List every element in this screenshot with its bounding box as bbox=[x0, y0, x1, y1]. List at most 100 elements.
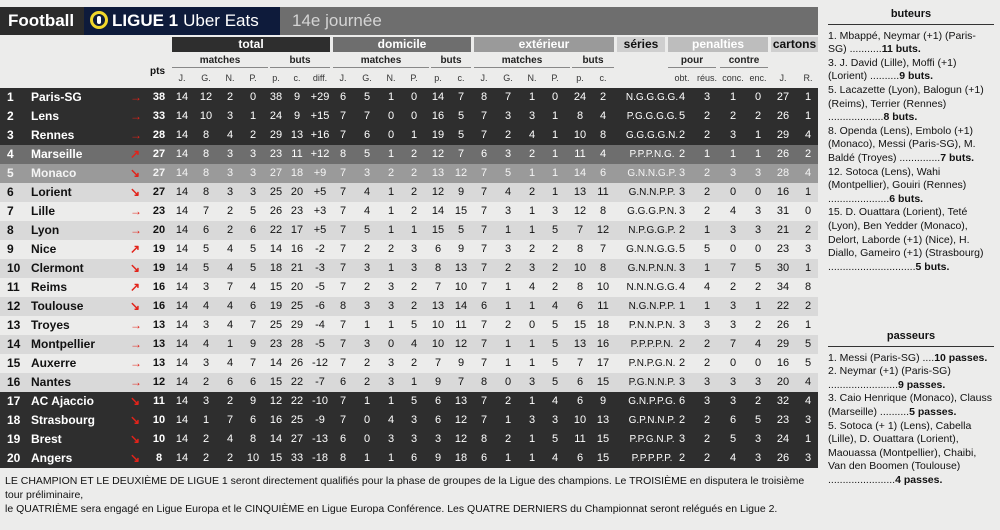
stat-hn: 1 bbox=[387, 91, 395, 103]
stat-abp: 10 bbox=[573, 129, 587, 141]
stat-diff: +29 bbox=[310, 91, 330, 103]
stat-n: 3 bbox=[226, 148, 234, 160]
stat-abc: 9 bbox=[599, 395, 607, 407]
stat-ag: 1 bbox=[504, 357, 512, 369]
stat-n: 2 bbox=[226, 395, 234, 407]
sub-total-matches: matches bbox=[172, 54, 268, 68]
stat-hbc: 7 bbox=[457, 376, 465, 388]
team-name: Marseille bbox=[31, 147, 83, 161]
team-name: Monaco bbox=[31, 166, 77, 180]
stat-hp: 0 bbox=[410, 110, 418, 122]
stat-bp: 26 bbox=[269, 205, 283, 217]
points-cell: 38 bbox=[152, 91, 166, 103]
stat-pconc: 5 bbox=[729, 433, 737, 445]
stat-hbc: 11 bbox=[455, 319, 467, 331]
team-name: Lorient bbox=[31, 185, 72, 199]
stat-ap: 4 bbox=[551, 300, 559, 312]
footer-note: LE CHAMPION ET LE DEUXIÈME DE LIGUE 1 se… bbox=[5, 474, 820, 516]
points-cell: 16 bbox=[152, 300, 166, 312]
buteurs-entry-count: 8 buts. bbox=[883, 111, 918, 124]
stat-hp: 0 bbox=[410, 91, 418, 103]
col-bp: p. bbox=[272, 73, 280, 83]
stat-g: 2 bbox=[202, 433, 210, 445]
stat-hbp: 15 bbox=[431, 224, 445, 236]
col-n: N. bbox=[225, 73, 235, 83]
col-abp: p. bbox=[576, 73, 584, 83]
sub-pen-pour: pour bbox=[668, 54, 716, 68]
stat-pconc: 1 bbox=[729, 91, 737, 103]
stat-hg: 7 bbox=[363, 110, 371, 122]
stat-p: 6 bbox=[249, 376, 257, 388]
rank-cell: 12 bbox=[7, 299, 21, 313]
table-row: 1 Paris-SG → 38 14 12 2 0 38 9 +29 6 5 1 0 14 7 8 7 1 0 24 2 4 3… bbox=[0, 88, 818, 107]
trend-arrow-icon: → bbox=[130, 318, 142, 332]
series-cell: G.G.G.P.N. bbox=[627, 206, 677, 217]
stat-penc: 0 bbox=[754, 91, 762, 103]
stat-hj: 7 bbox=[339, 338, 347, 350]
stat-j: 14 bbox=[175, 243, 189, 255]
passeurs-entry-count: 4 passes. bbox=[895, 473, 943, 486]
stat-bc: 20 bbox=[290, 186, 304, 198]
stat-diff: -4 bbox=[315, 319, 325, 331]
stat-hn: 2 bbox=[387, 167, 395, 179]
stat-diff: -5 bbox=[315, 281, 325, 293]
league-banner: LIGUE 1 Uber Eats bbox=[84, 7, 280, 35]
stat-j: 14 bbox=[175, 186, 189, 198]
stat-bc: 27 bbox=[290, 433, 304, 445]
stat-abc: 17 bbox=[596, 357, 610, 369]
points-cell: 13 bbox=[152, 338, 166, 350]
stat-an: 3 bbox=[528, 414, 536, 426]
stat-ap: 5 bbox=[551, 319, 559, 331]
stat-hn: 1 bbox=[387, 205, 395, 217]
trend-arrow-icon: ↗ bbox=[130, 280, 141, 294]
team-name: Toulouse bbox=[31, 299, 84, 313]
points-cell: 33 bbox=[152, 110, 166, 122]
stat-aj: 7 bbox=[480, 243, 488, 255]
stat-hn: 4 bbox=[387, 414, 395, 426]
stat-hbp: 6 bbox=[434, 243, 442, 255]
scorers-title: buteurs bbox=[828, 8, 994, 25]
stat-bc: 18 bbox=[290, 167, 304, 179]
col-an: N. bbox=[527, 73, 537, 83]
stat-hbp: 10 bbox=[431, 319, 445, 331]
team-name: Montpellier bbox=[31, 337, 96, 351]
stat-aj: 7 bbox=[480, 110, 488, 122]
stat-pobt: 3 bbox=[678, 319, 686, 331]
trend-arrow-icon: → bbox=[130, 356, 142, 370]
stat-hn: 2 bbox=[387, 243, 395, 255]
stat-bc: 9 bbox=[293, 110, 301, 122]
stat-hp: 2 bbox=[410, 281, 418, 293]
stat-bp: 14 bbox=[269, 433, 283, 445]
stat-hp: 2 bbox=[410, 300, 418, 312]
stat-cj: 22 bbox=[776, 300, 790, 312]
rank-cell: 17 bbox=[7, 394, 21, 408]
stat-cj: 16 bbox=[776, 357, 790, 369]
stat-hbc: 12 bbox=[454, 338, 468, 350]
trend-arrow-icon: → bbox=[130, 223, 142, 237]
stat-penc: 3 bbox=[754, 452, 762, 464]
stat-hbc: 18 bbox=[454, 452, 468, 464]
buteurs-entry: 1. Mbappé, Neymar (+1) (Paris-SG) ......… bbox=[828, 30, 994, 57]
stat-bc: 9 bbox=[293, 91, 301, 103]
stat-pconc: 2 bbox=[729, 281, 737, 293]
trend-arrow-icon: ↗ bbox=[130, 147, 141, 161]
stat-cj: 23 bbox=[776, 243, 790, 255]
stat-hg: 3 bbox=[363, 338, 371, 350]
buteurs-entry-text: 15. D. Ouattara (Lorient), Teté (Lyon), … bbox=[828, 206, 984, 273]
buteurs-entry: 12. Sotoca (Lens), Wahi (Montpellier), G… bbox=[828, 166, 994, 207]
rank-cell: 9 bbox=[7, 242, 14, 256]
stat-pobt: 2 bbox=[678, 224, 686, 236]
stat-pobt: 3 bbox=[678, 205, 686, 217]
stat-bc: 33 bbox=[290, 452, 304, 464]
stat-j: 14 bbox=[175, 395, 189, 407]
stat-abp: 14 bbox=[573, 167, 587, 179]
points-cell: 27 bbox=[152, 186, 166, 198]
stat-hbp: 7 bbox=[434, 357, 442, 369]
stat-ag: 1 bbox=[504, 224, 512, 236]
stat-cr: 4 bbox=[804, 129, 812, 141]
passeurs-entry: 3. Caio Henrique (Monaco), Clauss (Marse… bbox=[828, 392, 994, 419]
stat-abp: 7 bbox=[576, 357, 584, 369]
stat-hn: 1 bbox=[387, 319, 395, 331]
stat-abp: 13 bbox=[573, 186, 587, 198]
stat-p: 3 bbox=[249, 148, 257, 160]
